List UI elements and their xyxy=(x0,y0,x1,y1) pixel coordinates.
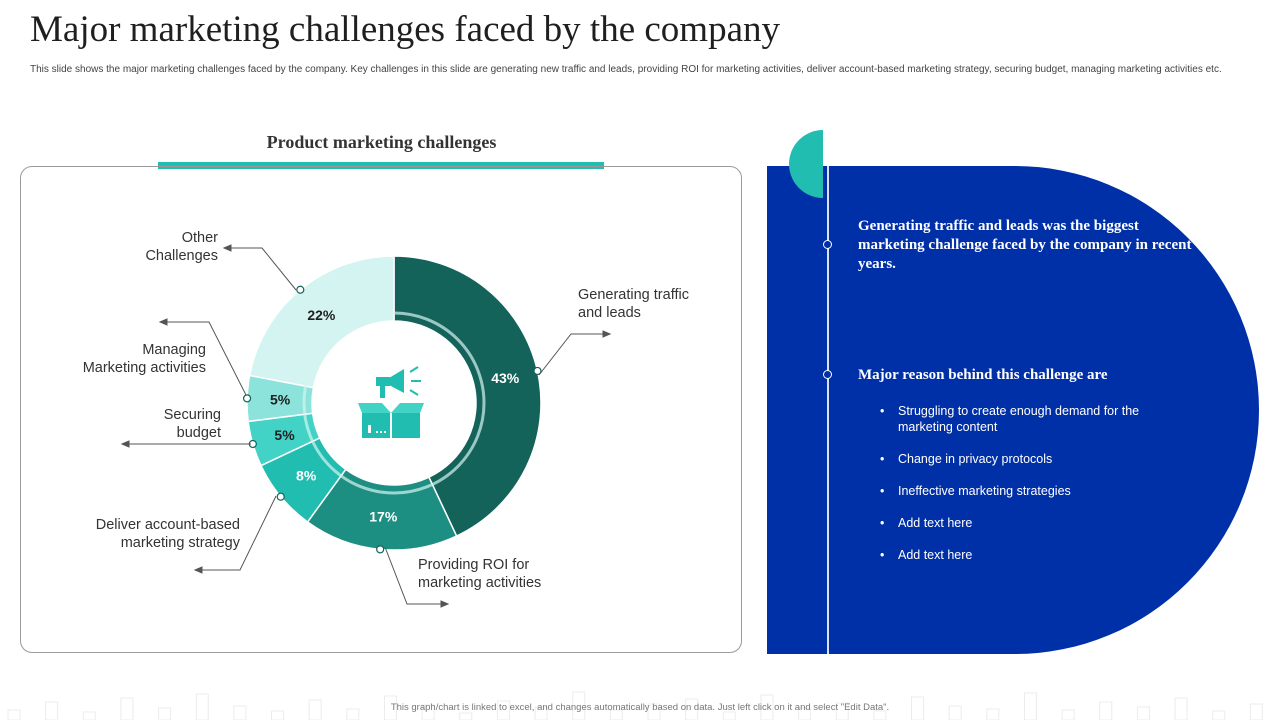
pattern-bar xyxy=(271,710,285,720)
reason-item: • Struggling to create enough demand for … xyxy=(880,403,1140,435)
pattern-bar xyxy=(421,704,435,720)
reason-item: • Change in privacy protocols xyxy=(880,451,1140,467)
category-label-account: Deliver account-based marketing strategy xyxy=(96,517,241,551)
reasons-list: • Struggling to create enough demand for … xyxy=(880,403,1140,563)
leader-dot-managing xyxy=(242,394,252,403)
leader-dot-traffic xyxy=(533,366,542,376)
leader-dot-account xyxy=(276,492,285,501)
bullet-icon: • xyxy=(880,404,885,418)
footer-note: This graph/chart is linked to excel, and… xyxy=(390,702,890,713)
pattern-bar xyxy=(1174,697,1188,720)
pattern-bar xyxy=(346,708,360,720)
insight-panel xyxy=(767,166,1259,654)
pattern-bar xyxy=(496,700,510,720)
reason-item: • Add text here xyxy=(880,547,1140,563)
title-accent-bar xyxy=(158,162,604,169)
pattern-bar xyxy=(609,709,623,720)
bullet-icon: • xyxy=(880,516,885,530)
timeline-dot xyxy=(823,370,832,379)
pattern-bar xyxy=(911,696,925,720)
timeline-dot xyxy=(823,240,832,249)
reason-text: Ineffective marketing strategies xyxy=(898,484,1071,498)
pattern-bar xyxy=(308,699,322,720)
pattern-bar xyxy=(685,698,699,720)
chart-panel xyxy=(20,166,742,653)
leader-line-managing xyxy=(160,321,247,396)
page-title: Major marketing challenges faced by the … xyxy=(30,9,780,50)
category-label-managing: Managing Marketing activities xyxy=(83,342,206,376)
pattern-bar xyxy=(948,705,962,720)
pattern-bar xyxy=(120,697,134,720)
reason-text: Struggling to create enough demand for t… xyxy=(898,404,1140,434)
pattern-bar xyxy=(195,693,209,720)
pattern-bar xyxy=(798,707,812,720)
donut-slice-traffic[interactable] xyxy=(393,255,542,538)
leader-line-roi xyxy=(384,546,448,605)
reason-text: Add text here xyxy=(898,548,973,562)
category-label-roi: Providing ROI for marketing activities xyxy=(418,557,541,591)
pattern-bar xyxy=(1212,710,1226,720)
pattern-bar xyxy=(572,691,586,720)
pattern-bar xyxy=(986,708,1000,720)
leader-dot-roi xyxy=(376,545,385,554)
pattern-bar xyxy=(647,703,661,720)
reason-text: Change in privacy protocols xyxy=(898,452,1053,466)
pattern-bar xyxy=(1099,701,1113,720)
pattern-bar xyxy=(760,694,774,720)
data-label-traffic: 43% xyxy=(491,370,520,386)
pattern-bar xyxy=(45,701,59,720)
leader-line-traffic xyxy=(538,333,610,376)
pattern-bar xyxy=(1249,703,1263,720)
pattern-bar xyxy=(1061,709,1075,720)
pattern-bar xyxy=(873,710,887,720)
category-label-traffic: Generating traffic and leads xyxy=(578,287,689,321)
pattern-bar xyxy=(534,706,548,720)
bullet-icon: • xyxy=(880,548,885,562)
background-pattern xyxy=(7,691,1263,720)
bullet-icon: • xyxy=(880,484,885,498)
page-subtitle: This slide shows the major marketing cha… xyxy=(30,64,1222,75)
megaphone-box-icon xyxy=(358,366,424,438)
data-label-other: 22% xyxy=(307,307,336,323)
timeline-line xyxy=(827,166,829,654)
insight-highlight: Generating traffic and leads was the big… xyxy=(858,218,1192,272)
category-label-other: Other Challenges xyxy=(145,230,218,264)
bullet-icon: • xyxy=(880,452,885,466)
pattern-bar xyxy=(1136,706,1150,720)
pattern-bar xyxy=(383,695,397,720)
pattern-bar xyxy=(835,702,849,720)
data-label-managing: 5% xyxy=(270,391,291,407)
leader-line-other xyxy=(224,247,297,291)
pattern-bar xyxy=(459,712,473,720)
reason-text: Add text here xyxy=(898,516,973,530)
category-label-budget: Securing budget xyxy=(164,407,221,441)
data-label-account: 8% xyxy=(296,468,317,484)
inner-ring xyxy=(302,311,486,495)
data-label-roi: 17% xyxy=(369,508,398,524)
pattern-bar xyxy=(158,707,172,720)
donut-slice-other[interactable] xyxy=(248,255,395,389)
pattern-bar xyxy=(82,711,96,720)
data-label-budget: 5% xyxy=(274,427,295,443)
pattern-bar xyxy=(722,711,736,720)
chart-panel-title: Product marketing challenges xyxy=(266,132,497,152)
leader-dot-other xyxy=(296,285,305,294)
pattern-bar xyxy=(1023,692,1037,720)
reason-item: • Add text here xyxy=(880,515,1140,531)
reason-item: • Ineffective marketing strategies xyxy=(880,483,1140,499)
pattern-bar xyxy=(233,705,247,720)
pattern-bar xyxy=(7,709,21,720)
leader-line-account xyxy=(195,495,277,571)
reasons-heading: Major reason behind this challenge are xyxy=(858,367,1108,383)
